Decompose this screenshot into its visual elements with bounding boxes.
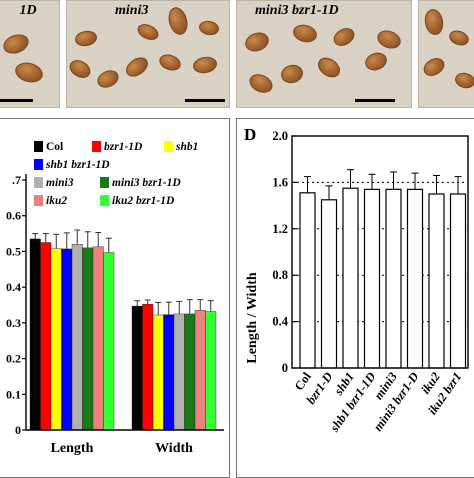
y-tick-label: 0.2 bbox=[6, 352, 21, 366]
seed bbox=[314, 53, 344, 82]
legend-label: mini3 bbox=[46, 177, 74, 189]
seed bbox=[135, 21, 161, 43]
bar bbox=[152, 314, 164, 431]
bar bbox=[320, 199, 338, 369]
legend-label: bzr1-1D bbox=[104, 141, 143, 153]
bar bbox=[406, 188, 424, 369]
bar bbox=[142, 304, 154, 431]
seed bbox=[291, 22, 319, 45]
legend-swatch bbox=[34, 141, 43, 152]
legend-label: mini3 bzr1-1D bbox=[112, 177, 181, 189]
photo-label: mini3 bbox=[115, 3, 149, 18]
y-tick-label: 0.4 bbox=[6, 280, 21, 294]
seed bbox=[0, 31, 32, 57]
seed bbox=[191, 55, 219, 75]
seed bbox=[246, 70, 276, 97]
seed bbox=[13, 59, 45, 86]
seed bbox=[453, 70, 474, 91]
bar bbox=[205, 311, 217, 431]
x-category-label: Width bbox=[155, 441, 193, 456]
legend-label: iku2 bbox=[46, 195, 67, 207]
scale-bar bbox=[0, 99, 33, 102]
seed bbox=[422, 7, 446, 37]
seed bbox=[279, 62, 305, 86]
seed bbox=[242, 29, 272, 55]
bar bbox=[428, 193, 445, 369]
legend-label: shb1 bzr1-1D bbox=[45, 159, 110, 171]
seed-photo-mini3: mini3 bbox=[66, 0, 230, 108]
scale-bar bbox=[185, 99, 225, 102]
legend-label: shb1 bbox=[175, 141, 198, 153]
y-tick-label: 1.2 bbox=[272, 222, 288, 236]
legend-swatch bbox=[164, 141, 173, 152]
y-axis-label: Length / Width bbox=[245, 272, 260, 364]
seed bbox=[73, 29, 99, 48]
seed-photo-partial bbox=[418, 0, 474, 108]
bar bbox=[103, 252, 115, 431]
bar bbox=[449, 193, 467, 369]
plot-frame bbox=[291, 135, 469, 369]
y-tick-label: 0.6 bbox=[6, 209, 21, 223]
legend-label: iku2 bzr1-1D bbox=[112, 195, 175, 207]
seed bbox=[157, 51, 183, 74]
bar bbox=[40, 242, 52, 431]
bar bbox=[299, 192, 316, 369]
bar bbox=[131, 305, 143, 431]
seed-size-chart: .7 0.6 0.5 0.4 0.3 0.2 0.1 0 Col bzr1-1D shb1 shb1… bbox=[6, 141, 224, 456]
bar bbox=[61, 248, 73, 431]
seed-photo-1d: 1D bbox=[0, 0, 60, 108]
y-tick-label: 0.4 bbox=[272, 315, 288, 329]
legend-swatch bbox=[92, 141, 101, 152]
bar bbox=[163, 314, 175, 431]
seed bbox=[197, 19, 221, 37]
photo-label: 1D bbox=[19, 3, 37, 18]
legend-label: Col bbox=[46, 141, 63, 153]
x-category-label: Length bbox=[51, 441, 94, 456]
bar bbox=[29, 238, 41, 431]
legend-swatch bbox=[100, 195, 109, 206]
seed bbox=[330, 24, 358, 50]
y-tick-label: 0.5 bbox=[6, 244, 21, 258]
panel-letter: D bbox=[244, 125, 256, 144]
legend-swatch bbox=[34, 195, 43, 206]
length-width-ratio-chart: D Length / Width 2.01.61.20.80.40 Colbzr… bbox=[244, 125, 469, 435]
bar bbox=[184, 313, 196, 431]
bar bbox=[173, 313, 185, 431]
y-tick-label: 0.8 bbox=[272, 268, 288, 282]
bar bbox=[194, 310, 206, 431]
scale-bar bbox=[355, 99, 395, 102]
bar bbox=[385, 188, 402, 369]
seed bbox=[374, 27, 404, 52]
legend-swatch bbox=[34, 177, 43, 188]
y-tick-label: 0.1 bbox=[6, 387, 21, 401]
bar bbox=[363, 188, 381, 369]
y-tick-label: 2.0 bbox=[272, 129, 288, 143]
bar bbox=[92, 246, 104, 431]
photo-label: mini3 bzr1-1D bbox=[255, 3, 339, 18]
seed bbox=[420, 54, 448, 80]
seed bbox=[447, 28, 471, 48]
y-tick-label: 0 bbox=[15, 423, 21, 437]
seed-photo-mini3-bzr1-1d: mini3 bzr1-1D bbox=[236, 0, 412, 108]
seed bbox=[122, 53, 152, 81]
y-tick-label: 1.6 bbox=[272, 175, 288, 189]
seed bbox=[67, 56, 94, 82]
bar bbox=[71, 244, 83, 431]
seed bbox=[362, 49, 390, 74]
legend-swatch bbox=[34, 159, 43, 170]
legend-swatch bbox=[100, 177, 109, 188]
bar bbox=[342, 187, 359, 369]
bar bbox=[82, 247, 94, 431]
y-tick-label: 0 bbox=[282, 361, 288, 375]
seed bbox=[94, 67, 122, 91]
y-tick-label: .7 bbox=[12, 173, 21, 187]
y-tick-label: 0.3 bbox=[6, 316, 21, 330]
bar bbox=[50, 248, 62, 431]
